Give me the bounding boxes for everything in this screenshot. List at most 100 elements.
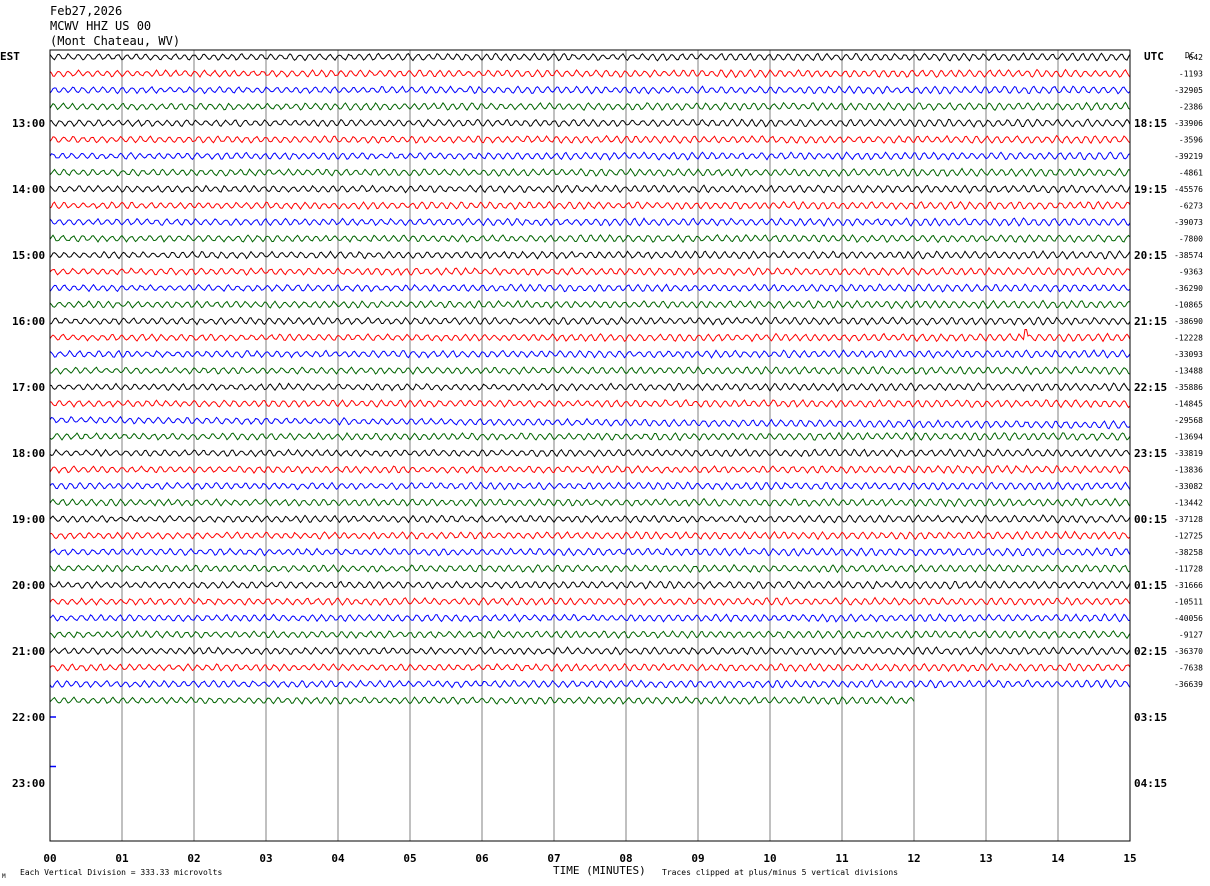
minute-gridlines	[121, 50, 1059, 841]
utc-axis-label: UTC	[1144, 50, 1164, 63]
dc-offset-32: -31666	[1174, 581, 1203, 590]
est-hour-4: 17:00	[12, 381, 45, 394]
est-hour-9: 22:00	[12, 711, 45, 724]
dc-offset-0: -642	[1184, 53, 1203, 62]
trace-line-30	[49, 547, 1131, 557]
dc-offset-25: -13836	[1174, 466, 1203, 475]
est-hour-6: 19:00	[12, 513, 45, 526]
est-hour-0: 13:00	[12, 117, 45, 130]
dc-offset-35: -9127	[1179, 631, 1203, 640]
trace-line-10	[49, 217, 1131, 227]
trace-line-23	[49, 431, 1131, 442]
dc-offset-29: -12725	[1174, 532, 1203, 541]
trace-line-35	[49, 629, 1131, 640]
scale-note: Each Vertical Division = 333.33 microvol…	[20, 868, 222, 877]
dc-offset-labels: -642 -1193 -32905 -2386 -33906 -3596 -39219 -48…	[1174, 53, 1203, 689]
est-hour-8: 21:00	[12, 645, 45, 658]
trace-line-9	[49, 200, 1131, 211]
dc-offset-31: -11728	[1174, 565, 1203, 574]
dc-offset-27: -13442	[1174, 499, 1203, 508]
trace-line-5	[49, 134, 1131, 145]
dc-offset-19: -13488	[1174, 367, 1203, 376]
dc-offset-36: -36370	[1174, 647, 1203, 656]
trace-line-3	[49, 101, 1131, 112]
est-axis-label: EST	[0, 50, 20, 63]
trace-line-24	[49, 448, 1131, 458]
utc-hour-2: 20:15	[1134, 249, 1167, 262]
dc-offset-21: -14845	[1174, 400, 1203, 409]
est-hour-2: 15:00	[12, 249, 45, 262]
dc-offset-18: -33093	[1174, 350, 1203, 359]
utc-hour-labels: 18:15 19:15 20:15 21:15 22:15 23:15 00:15 01:15…	[1134, 117, 1167, 790]
dc-offset-1: -1193	[1179, 70, 1203, 79]
trace-line-1	[49, 68, 1131, 79]
x-tick-11: 11	[835, 852, 849, 865]
trace-line-13	[49, 266, 1131, 277]
trace-line-31	[49, 563, 1131, 574]
dc-offset-7: -4861	[1179, 169, 1203, 178]
trace-line-22	[49, 415, 1131, 430]
trace-line-4	[49, 118, 1131, 128]
dc-header-label: DC	[1185, 51, 1195, 60]
trace-line-34	[49, 613, 1131, 623]
dc-offset-23: -13694	[1174, 433, 1203, 442]
dc-offset-17: -12228	[1174, 334, 1203, 343]
trace-line-6	[49, 151, 1131, 161]
trace-line-17	[49, 329, 1131, 343]
trace-line-37	[49, 662, 1131, 673]
x-tick-06: 06	[475, 852, 489, 865]
dc-offset-24: -33819	[1174, 449, 1203, 458]
utc-hour-3: 21:15	[1134, 315, 1167, 328]
dc-offset-6: -39219	[1174, 152, 1203, 161]
x-tick-00: 00	[43, 852, 56, 865]
utc-hour-7: 01:15	[1134, 579, 1167, 592]
trace-line-38	[49, 679, 1131, 689]
trace-line-39	[49, 695, 915, 705]
clip-note: Traces clipped at plus/minus 5 vertical …	[662, 868, 898, 877]
utc-hour-1: 19:15	[1134, 183, 1167, 196]
utc-hour-4: 22:15	[1134, 381, 1167, 394]
est-hour-3: 16:00	[12, 315, 45, 328]
dc-offset-38: -36639	[1174, 680, 1203, 689]
est-hour-5: 18:00	[12, 447, 45, 460]
x-tick-08: 08	[619, 852, 632, 865]
trace-line-2	[49, 85, 1131, 95]
trace-line-19	[49, 365, 1131, 376]
dc-offset-3: -2386	[1179, 103, 1203, 112]
x-tick-15: 15	[1123, 852, 1136, 865]
trace-line-11	[49, 233, 1131, 244]
plot-frame	[49, 49, 1131, 842]
dc-offset-20: -35886	[1174, 383, 1203, 392]
dc-offset-2: -32905	[1174, 86, 1203, 95]
trace-line-16	[49, 316, 1131, 326]
utc-hour-0: 18:15	[1134, 117, 1167, 130]
est-hour-labels: 13:00 14:00 15:00 16:00 17:00 18:00 19:00 20:00…	[12, 117, 45, 790]
dc-offset-9: -6273	[1179, 202, 1203, 211]
x-tick-10: 10	[763, 852, 776, 865]
station-code: MCWV HHZ US 00	[50, 19, 152, 33]
x-tick-09: 09	[691, 852, 704, 865]
dc-offset-30: -38258	[1174, 548, 1203, 557]
dc-offset-37: -7638	[1179, 664, 1203, 673]
dc-offset-12: -38574	[1174, 251, 1203, 260]
est-hour-10: 23:00	[12, 777, 45, 790]
utc-hour-6: 00:15	[1134, 513, 1167, 526]
corner-mark: M	[2, 873, 6, 880]
dc-offset-33: -10511	[1174, 598, 1203, 607]
dc-offset-16: -38690	[1174, 317, 1203, 326]
trace-line-26	[49, 481, 1131, 491]
trace-line-27	[49, 497, 1131, 508]
x-tick-13: 13	[979, 852, 992, 865]
est-hour-1: 14:00	[12, 183, 45, 196]
x-tick-07: 07	[547, 852, 560, 865]
dc-offset-22: -29568	[1174, 416, 1203, 425]
dc-offset-26: -33082	[1174, 482, 1203, 491]
dc-offset-34: -40056	[1174, 614, 1203, 623]
utc-hour-5: 23:15	[1134, 447, 1167, 460]
trace-line-14	[49, 283, 1131, 293]
x-tick-labels: 00 01 02 03 04 05 06 07 08 09 10 11 12 13 14 15	[43, 852, 1136, 865]
dc-offset-15: -10865	[1174, 301, 1203, 310]
utc-hour-10: 04:15	[1134, 777, 1167, 790]
trace-line-8	[49, 184, 1131, 194]
